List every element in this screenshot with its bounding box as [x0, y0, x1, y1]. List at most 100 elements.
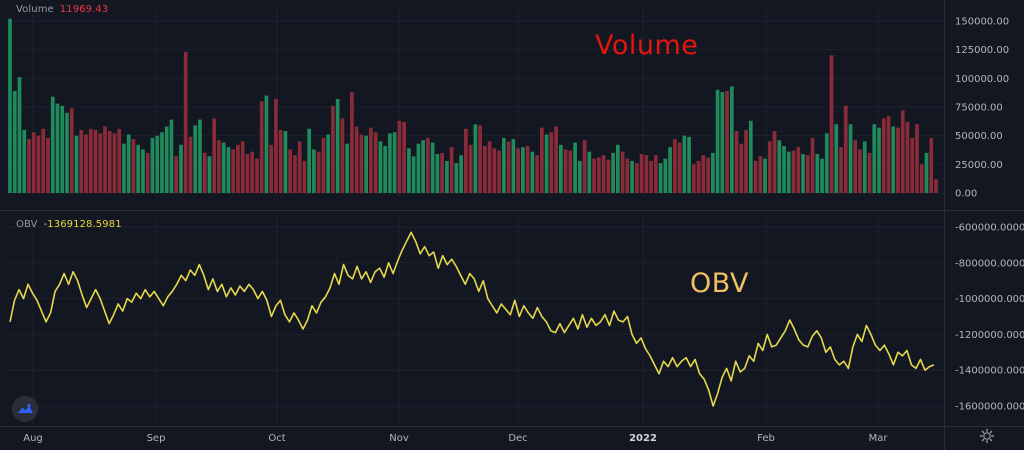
volume-bar — [112, 133, 117, 193]
volume-bar — [288, 149, 293, 193]
volume-bar — [31, 132, 36, 193]
volume-bar — [862, 141, 867, 193]
volume-bar — [739, 143, 744, 193]
volume-bar — [853, 140, 858, 193]
x-tick-label: Mar — [869, 433, 889, 444]
volume-bar — [653, 155, 658, 193]
volume-bar — [577, 160, 582, 193]
volume-bar — [592, 158, 596, 193]
volume-bar — [867, 152, 872, 193]
volume-bar — [782, 145, 786, 193]
volume-bar — [824, 133, 829, 193]
volume-bar — [264, 95, 269, 193]
volume-bar — [568, 150, 573, 193]
volume-bar — [354, 126, 359, 193]
volume-bar — [929, 137, 934, 193]
volume-y-tick-label: 50000.00 — [955, 131, 1003, 142]
volume-bar — [69, 108, 74, 193]
volume-bar — [169, 119, 174, 193]
volume-bar — [886, 116, 891, 193]
volume-bar — [791, 150, 796, 193]
volume-bar — [392, 132, 397, 193]
volume-bar — [872, 124, 877, 193]
volume-bar — [340, 118, 345, 193]
volume-bar — [687, 136, 691, 193]
tradingview-logo-icon[interactable] — [12, 396, 38, 422]
volume-bar — [283, 131, 288, 193]
volume-bar — [753, 160, 758, 193]
obv-y-tick-label: -1400000.0000 — [955, 366, 1024, 377]
volume-bar — [164, 126, 169, 193]
volume-bar — [601, 155, 606, 193]
obv-legend: OBV -1369128.5981 — [16, 219, 122, 230]
volume-bar — [815, 154, 820, 193]
volume-bar — [307, 128, 312, 193]
volume-bar — [421, 140, 425, 193]
volume-bar — [896, 127, 900, 193]
volume-y-tick-label: 25000.00 — [955, 160, 1003, 171]
obv-series-line — [9, 231, 935, 407]
volume-bar — [848, 124, 853, 193]
volume-bar — [924, 152, 929, 193]
volume-bar — [468, 144, 473, 193]
volume-bar — [345, 143, 350, 193]
volume-bar — [492, 148, 497, 193]
volume-bar — [729, 86, 734, 193]
volume-bar — [573, 142, 577, 193]
volume-bar — [891, 126, 896, 193]
volume-bar — [905, 121, 910, 193]
volume-bar — [79, 129, 84, 193]
x-tick-label: Sep — [147, 433, 166, 444]
volume-bar — [511, 139, 516, 193]
volume-bar — [174, 156, 179, 193]
volume-bar — [521, 147, 525, 193]
volume-bar — [316, 151, 321, 193]
volume-bar — [126, 134, 131, 193]
volume-bar — [335, 98, 340, 193]
volume-bar — [483, 145, 487, 193]
volume-bar — [364, 135, 368, 193]
obv-y-tick-label: -600000.0000 — [955, 223, 1024, 234]
volume-bar — [274, 98, 278, 193]
volume-bar — [615, 144, 620, 193]
volume-bar — [183, 51, 188, 194]
volume-bar — [160, 132, 164, 193]
volume-bar — [796, 147, 801, 193]
volume-bar — [630, 160, 634, 193]
volume-bar — [12, 90, 17, 193]
volume-bar — [540, 127, 544, 193]
volume-bar — [60, 105, 65, 193]
volume-bar — [350, 92, 354, 193]
volume-bar — [744, 129, 748, 193]
obv-y-tick-label: -1200000.0000 — [955, 330, 1024, 341]
x-tick-label: Aug — [23, 433, 43, 444]
volume-bar — [478, 125, 482, 193]
volume-bar — [502, 137, 506, 193]
volume-bar — [402, 121, 406, 193]
volume-bar — [810, 137, 815, 193]
obv-y-tick-label: -1600000.0000 — [955, 402, 1024, 413]
volume-bar — [8, 18, 12, 194]
volume-legend: Volume 11969.43 — [16, 4, 108, 15]
volume-bar — [302, 160, 307, 193]
volume-bar — [145, 152, 150, 193]
gear-icon[interactable] — [979, 428, 995, 444]
x-tick-label: Oct — [268, 433, 285, 444]
volume-bar — [445, 160, 449, 193]
volume-bar — [326, 134, 331, 193]
volume-bar — [411, 156, 416, 193]
volume-bar — [668, 147, 672, 193]
volume-bar — [677, 142, 682, 193]
obv-legend-value: -1369128.5981 — [43, 219, 122, 230]
volume-bar — [706, 157, 710, 193]
volume-bar — [440, 152, 444, 193]
volume-bar — [535, 155, 539, 193]
volume-bar — [103, 126, 107, 193]
volume-bar — [22, 129, 27, 193]
volume-bar — [331, 105, 335, 193]
volume-bar — [497, 150, 501, 193]
volume-bar — [231, 149, 236, 193]
volume-bar — [563, 149, 568, 193]
